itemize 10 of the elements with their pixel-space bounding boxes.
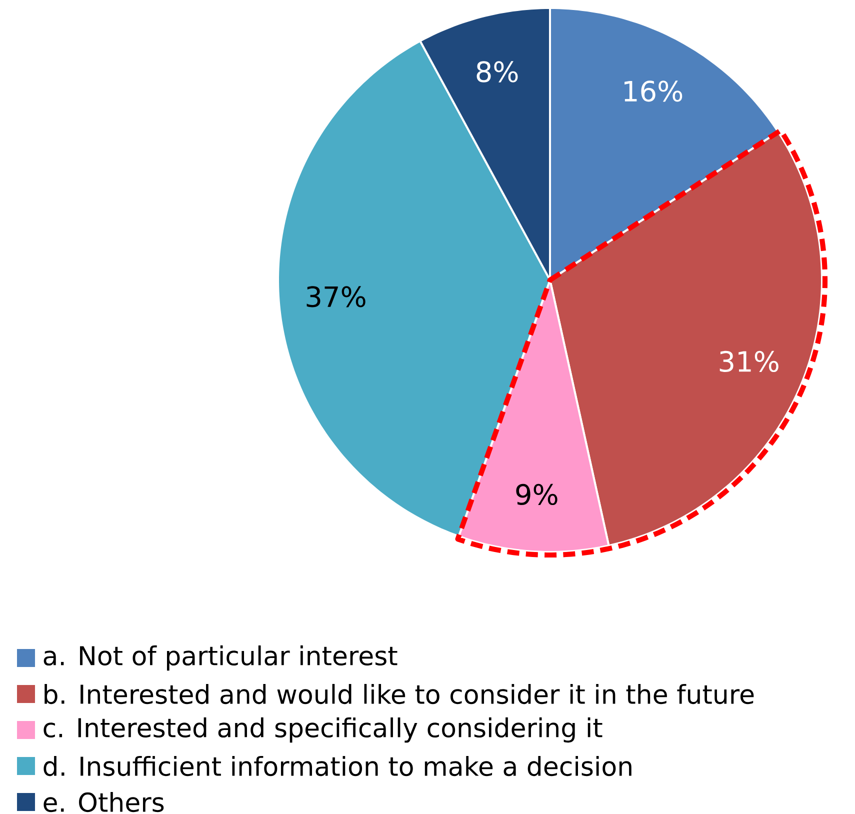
- data-label: 8%: [476, 61, 518, 82]
- legend-label: d. Insufficient information to make a decision: [44, 756, 632, 776]
- legend-label: e. Others: [44, 792, 164, 812]
- data-label: 16%: [624, 80, 682, 102]
- legend-label: b. Interested and would like to consider it in the future: [44, 684, 754, 704]
- legend-label: a. Not of particular interest: [44, 645, 398, 671]
- data-label: 9%: [516, 484, 558, 506]
- data-label: 37%: [306, 286, 366, 308]
- legend-label: c. Interested and specifically considering it: [44, 717, 602, 743]
- data-label: 31%: [720, 350, 778, 372]
